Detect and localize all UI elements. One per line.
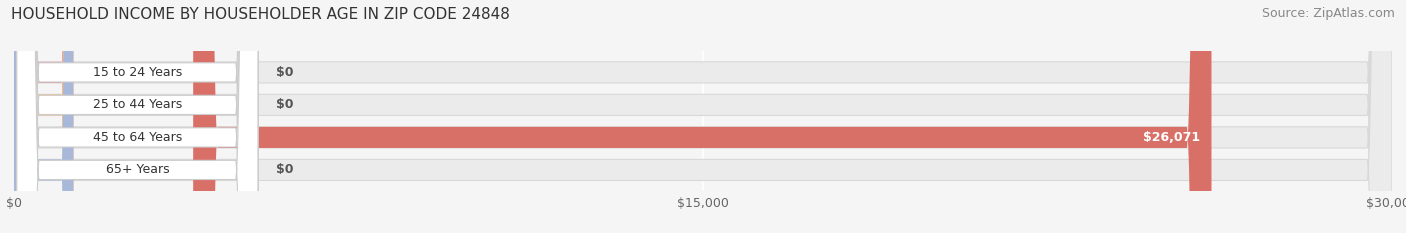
FancyBboxPatch shape (14, 0, 73, 233)
Text: $0: $0 (276, 66, 294, 79)
Text: $0: $0 (276, 98, 294, 111)
Text: 65+ Years: 65+ Years (105, 163, 169, 176)
FancyBboxPatch shape (14, 0, 73, 233)
FancyBboxPatch shape (14, 0, 1392, 233)
FancyBboxPatch shape (14, 0, 1392, 233)
Text: HOUSEHOLD INCOME BY HOUSEHOLDER AGE IN ZIP CODE 24848: HOUSEHOLD INCOME BY HOUSEHOLDER AGE IN Z… (11, 7, 510, 22)
Text: 15 to 24 Years: 15 to 24 Years (93, 66, 181, 79)
FancyBboxPatch shape (14, 0, 73, 233)
FancyBboxPatch shape (17, 0, 257, 233)
FancyBboxPatch shape (17, 0, 257, 233)
Text: $0: $0 (276, 163, 294, 176)
FancyBboxPatch shape (17, 0, 257, 233)
FancyBboxPatch shape (17, 0, 257, 233)
FancyBboxPatch shape (14, 0, 1392, 233)
FancyBboxPatch shape (193, 0, 1212, 233)
Text: $26,071: $26,071 (1143, 131, 1201, 144)
Text: Source: ZipAtlas.com: Source: ZipAtlas.com (1261, 7, 1395, 20)
Text: 25 to 44 Years: 25 to 44 Years (93, 98, 181, 111)
Text: 45 to 64 Years: 45 to 64 Years (93, 131, 181, 144)
FancyBboxPatch shape (14, 0, 1392, 233)
